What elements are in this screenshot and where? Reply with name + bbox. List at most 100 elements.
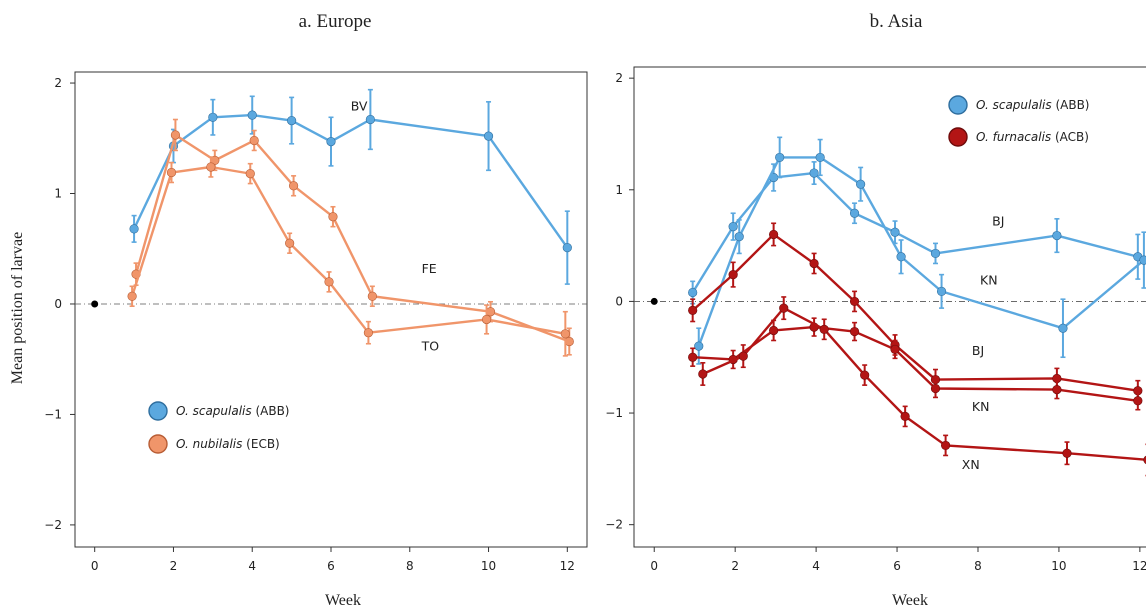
series-asia: BJ KN BJ KN XN [688,136,1146,477]
data-point [849,296,860,307]
series-acb-kn: KN [688,317,1143,414]
data-point [769,229,779,240]
series-acb-xn: XN [698,296,1146,477]
x-axis-label-europe: Week [325,592,361,609]
data-point [936,286,947,296]
data-point [809,168,819,178]
data-point [324,277,334,287]
data-point [688,305,698,315]
legend-entry-acb: O. furnacalis (ACB) [948,127,1089,147]
data-point [890,344,900,355]
series-abb-kn: KN [694,136,1146,365]
panel-title-europe: a. Europe [299,11,372,32]
data-point [930,383,941,394]
data-point [562,243,572,253]
data-point [247,110,257,120]
y-tick-label: 1 [615,183,623,197]
data-point [1052,385,1062,395]
data-point [779,303,789,313]
data-point [127,291,137,301]
x-tick-label: 0 [650,559,658,573]
legend-label: O. furnacalis (ACB) [976,130,1089,144]
plot-frame-asia [633,66,1146,548]
x-tick-label: 2 [731,559,739,573]
data-point [698,369,708,379]
data-point [890,227,900,237]
series-europe: BV FE TO [127,88,574,357]
data-point [1052,230,1062,241]
series-abb-bj: BJ [688,161,1143,305]
data-point [560,329,570,339]
data-point [815,152,825,163]
x-tick-label: 4 [812,559,820,573]
data-point [1062,448,1072,458]
data-point [728,222,738,232]
series-label: XN [962,457,980,472]
data-point [249,135,259,146]
data-point [775,152,785,163]
series-label: TO [421,338,440,353]
y-tick-label: −2 [44,518,62,532]
y-axis-label: Mean position of larvae [9,232,26,384]
x-tick-label: 12 [1132,559,1146,573]
data-point [769,325,779,336]
legend-europe: O. scapulalis (ABB) O. nubilalis (ECB) [148,401,289,454]
legend-swatch [948,95,968,115]
data-point [170,130,181,140]
data-point [481,314,492,325]
legend-label: O. scapulalis (ABB) [176,404,289,418]
data-point [688,287,698,298]
x-tick-label: 10 [1051,559,1066,573]
data-point [363,328,374,338]
data-point [688,352,698,362]
data-point [365,114,375,125]
legend-entry-abb: O. scapulalis (ABB) [948,95,1089,115]
data-point [287,116,297,126]
data-point [849,208,860,218]
legend-label: O. scapulalis (ABB) [976,98,1089,112]
x-tick-label: 6 [893,559,901,573]
legend-swatch [148,434,168,454]
series-line [691,233,1139,392]
data-point [208,112,218,122]
series-line [132,113,569,249]
y-tick-label: −1 [44,407,62,421]
data-point [206,162,216,172]
series-label: BJ [972,343,984,358]
series-label: KN [972,399,990,414]
y-tick-label: −1 [605,406,623,420]
x-tick-label: 4 [248,559,256,573]
data-point [129,224,139,234]
y-tick-label: 1 [54,187,62,201]
data-point [819,324,829,334]
data-point [1058,323,1068,333]
data-point [1143,455,1146,465]
series-ecb-fe: FE [131,118,574,356]
series-label: BJ [992,214,1004,229]
panel-title-asia: b. Asia [870,11,923,32]
data-point [328,212,338,222]
data-point [288,181,299,191]
data-point [930,248,941,259]
series-line [691,171,1139,294]
series-ecb-to: TO [127,156,570,357]
y-tick-label: 2 [54,76,62,90]
legend-swatch [148,401,168,421]
x-tick-label: 12 [560,559,575,573]
x-axis-label-asia: Week [892,592,928,609]
series-label: FE [422,261,437,276]
legend-entry-ecb: O. nubilalis (ECB) [148,434,280,454]
series-acb-bj: BJ [688,222,1143,402]
y-tick-label: −2 [605,518,623,532]
legend-swatch [948,127,968,147]
legend-asia: O. scapulalis (ABB) O. furnacalis (ACB) [948,95,1089,147]
data-point [166,167,177,178]
x-tick-label: 0 [91,559,99,573]
origin-marker [650,297,658,305]
data-point [809,258,819,269]
data-point [326,136,336,147]
